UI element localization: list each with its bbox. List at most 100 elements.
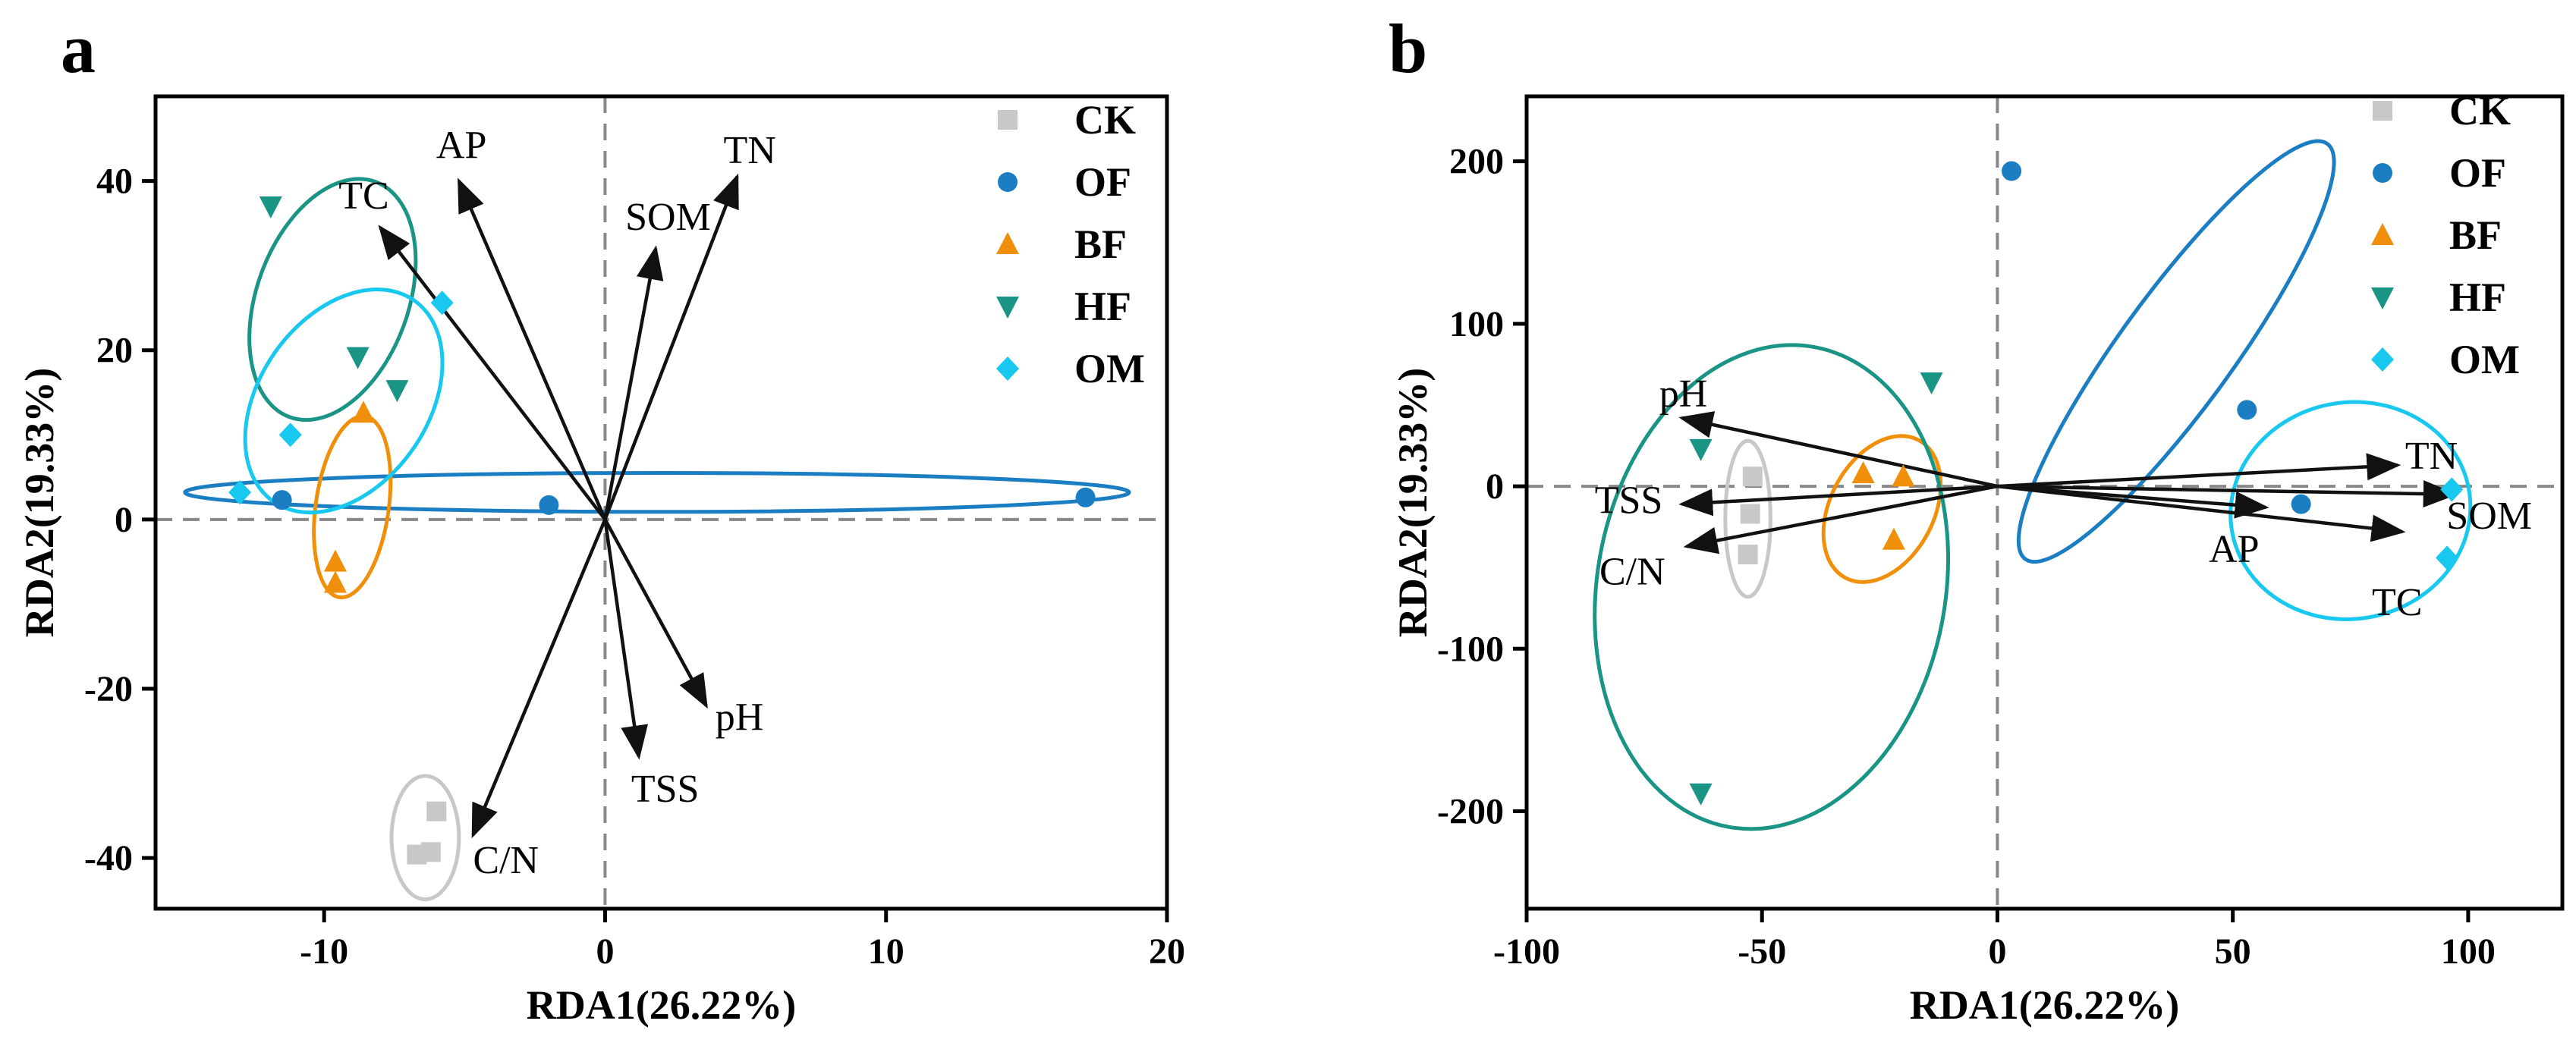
vector-label-tc: TC [2372,581,2422,624]
vector-arrow-tc [1997,484,2406,542]
legend-marker-of [998,172,1018,192]
x-tick-label: 10 [868,931,904,972]
legend-marker-ck [2373,101,2392,121]
y-tick-label: -20 [84,669,133,709]
vector-arrow-tc [378,225,607,521]
panel-a: AP TC SOM TN pH TSS C/N -10 0 10 20 -40 -20 0 20 40 RDA1… [17,10,1185,1028]
point-om [278,422,302,448]
legend-label-of: OF [1074,159,1131,205]
y-tick-label: -100 [1437,629,1504,669]
vector-arrow-tss [1678,484,1998,517]
point-bf [352,400,376,423]
y-tick-label: 100 [1449,304,1504,344]
panel-letter: a [61,10,96,87]
y-tick-label: 200 [1449,142,1504,182]
y-axis-title: RDA2(19.33%) [1390,368,1436,637]
vector-label-som: SOM [625,196,711,239]
x-tick-label: -100 [1493,931,1560,972]
point-bf [323,549,347,572]
ellipse-hf [1593,343,1950,831]
vector-arrow-cn [1683,484,1998,554]
y-tick-label: 20 [96,331,133,371]
plot-frame [1524,94,2565,911]
legend: CK OF BF HF OM [996,97,1145,391]
point-ck [1738,545,1758,565]
point-ck [1742,466,1763,487]
x-tick-label: -50 [1738,931,1786,972]
vector-label-som: SOM [2446,495,2532,538]
ellipse-hf [247,177,418,422]
plot-frame [153,94,1169,911]
legend-marker-of [2373,163,2392,183]
y-tick-label: -40 [84,838,133,878]
vector-label-tn: TN [2405,435,2458,478]
point-bf [1892,464,1915,487]
vector-label-cn: C/N [1599,550,1665,593]
ellipse-om [2228,400,2473,621]
vector-arrow-tss [603,519,648,760]
vector-arrow-som [603,245,664,520]
point-bf [323,570,347,593]
point-hf [346,347,370,369]
point-ck [426,801,447,821]
x-tick-label: 0 [1988,931,2006,972]
y-tick-label: 0 [1486,466,1504,507]
point-of [1075,487,1096,507]
vector-label-ap: AP [436,124,486,168]
vector-label-ph: pH [1659,372,1708,416]
y-tick-label: 0 [115,500,133,540]
legend-marker-hf [2371,287,2394,309]
x-tick-label: -10 [300,931,348,972]
x-axis-title: RDA1(26.22%) [1910,982,2179,1028]
point-ck [407,844,427,865]
legend-label-hf: HF [2449,275,2506,320]
ellipse-of [183,470,1131,514]
vector-arrow-ap [457,177,607,520]
ellipse-of [2016,139,2336,564]
vector-label-ap: AP [2209,528,2259,571]
legend-marker-om [2371,347,2394,372]
x-tick-label: 0 [596,931,614,972]
legend-label-hf: HF [1074,284,1131,329]
vector-arrow-som [1997,480,2458,508]
vector-label-tss: TSS [1595,479,1663,523]
y-tick-label: -200 [1437,791,1504,831]
vector-arrow-tn [1997,453,2401,488]
legend-marker-bf [2371,223,2394,245]
vector-arrow-ph [1678,411,1998,488]
vector-arrow-ph [603,518,708,709]
vector-arrow-tn [603,173,739,520]
legend-marker-bf [996,232,1019,254]
legend-marker-ck [998,110,1018,130]
point-om [228,480,252,505]
vector-arrow-cn [471,518,607,839]
point-om [2440,477,2464,502]
legend: CK OF BF HF OM [2371,88,2520,382]
legend-label-ck: CK [2449,88,2511,133]
ellipse-ck [1723,438,1772,599]
vector-label-cn: C/N [473,839,539,882]
point-bf [1851,460,1875,483]
y-tick-label: 40 [96,162,133,202]
point-bf [1882,527,1905,550]
point-hf [1689,783,1713,806]
point-ck [1740,504,1760,524]
x-axis-title: RDA1(26.22%) [527,982,796,1028]
y-axis-title: RDA2(19.33%) [17,368,62,637]
legend-label-ck: CK [1074,97,1136,143]
legend-label-of: OF [2449,150,2506,196]
vector-label-tc: TC [338,174,388,218]
x-tick-label: 20 [1149,931,1185,972]
legend-marker-om [996,357,1019,381]
point-om [430,291,454,316]
point-of [2002,161,2022,181]
point-of [2291,494,2311,514]
vector-label-tss: TSS [631,768,700,811]
point-hf [385,380,409,403]
legend-label-bf: BF [2449,212,2502,258]
point-of [539,495,559,515]
legend-label-bf: BF [1074,221,1127,267]
vector-label-tn: TN [723,129,775,172]
point-om [2435,545,2458,570]
